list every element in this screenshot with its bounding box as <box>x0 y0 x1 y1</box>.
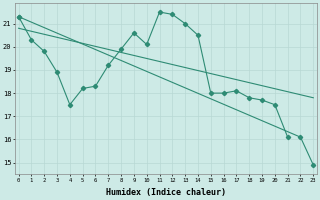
X-axis label: Humidex (Indice chaleur): Humidex (Indice chaleur) <box>106 188 226 197</box>
